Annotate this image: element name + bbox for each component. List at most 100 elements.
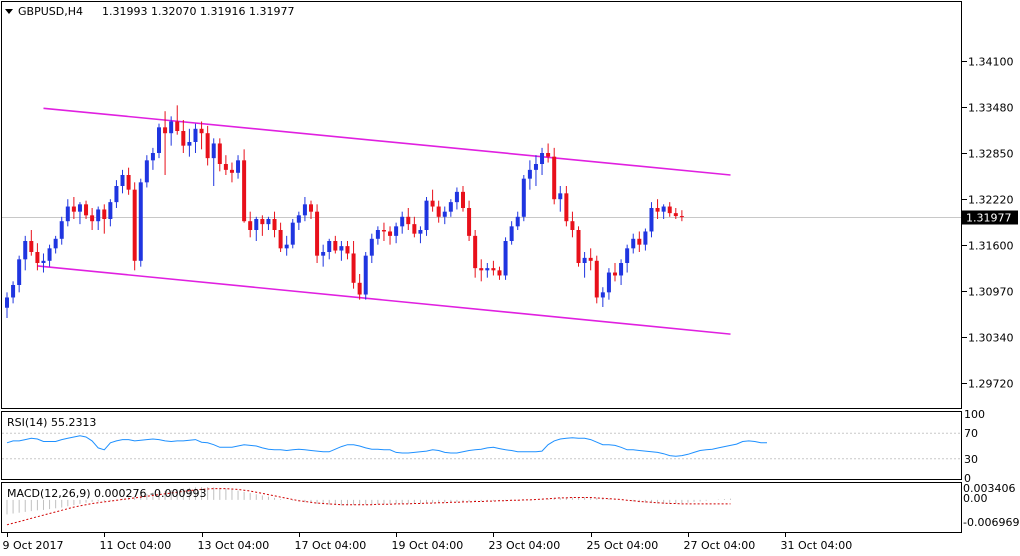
candle-body xyxy=(454,191,459,203)
candle-body xyxy=(169,121,174,134)
candle-body xyxy=(515,216,520,227)
candle xyxy=(552,147,557,205)
current-price-label: 1.31977 xyxy=(966,212,1012,225)
candle xyxy=(363,252,368,300)
rsi-tick-label: 0 xyxy=(964,472,971,485)
candle-body xyxy=(77,204,82,212)
candle xyxy=(339,241,344,261)
candle-body xyxy=(278,230,283,249)
candle xyxy=(193,123,198,153)
candle xyxy=(5,292,9,318)
time-tick-label: 9 Oct 2017 xyxy=(3,539,64,552)
candle xyxy=(515,211,520,230)
candle-body xyxy=(588,257,593,261)
candle-body xyxy=(521,178,526,217)
candle xyxy=(126,167,131,195)
ohlc-label: 1.31993 1.32070 1.31916 1.31977 xyxy=(102,5,294,18)
candle-body xyxy=(284,244,289,249)
price-tick-label: 1.29720 xyxy=(968,378,1014,391)
candle xyxy=(35,243,40,271)
time-tick-label: 23 Oct 04:00 xyxy=(489,539,561,552)
candle-body xyxy=(600,292,605,298)
candle xyxy=(485,263,490,278)
candle-body xyxy=(71,206,76,212)
symbol-label: GBPUSD,H4 xyxy=(18,5,83,18)
candle xyxy=(169,116,174,146)
main-panel-frame xyxy=(1,1,962,409)
candle xyxy=(59,216,64,245)
price-tick-label: 1.30340 xyxy=(968,332,1014,345)
candle-body xyxy=(381,230,386,232)
candle xyxy=(442,206,447,225)
candle xyxy=(679,210,684,222)
candle-body xyxy=(41,260,46,263)
candle-body xyxy=(236,160,241,173)
candle xyxy=(90,208,95,230)
candle-body xyxy=(321,252,326,256)
price-tick-label: 1.30970 xyxy=(968,286,1014,299)
macd-label: MACD(12,26,9) 0.000276 -0.000993 xyxy=(7,487,206,500)
candle-body xyxy=(394,226,399,236)
candle xyxy=(157,123,161,159)
candle-body xyxy=(309,204,313,212)
candle-body xyxy=(272,219,277,230)
candle-body xyxy=(351,253,356,283)
candle-body xyxy=(558,193,563,200)
candle xyxy=(594,255,599,304)
candle-body xyxy=(29,241,34,252)
candle xyxy=(509,221,514,245)
candle xyxy=(315,204,320,263)
candle xyxy=(448,199,453,217)
candle xyxy=(41,253,46,273)
candle-body xyxy=(114,186,119,203)
candle xyxy=(673,208,678,219)
candle xyxy=(150,147,155,170)
price-tick-label: 1.32850 xyxy=(968,148,1014,161)
candle xyxy=(357,274,362,300)
candle-body xyxy=(59,221,64,239)
candle-body xyxy=(673,213,678,217)
candle-body xyxy=(65,206,70,222)
candle-body xyxy=(193,128,198,142)
candle-body xyxy=(199,128,204,134)
rsi-tick-label: 30 xyxy=(964,453,978,466)
candle-body xyxy=(90,215,95,222)
candle xyxy=(199,121,204,150)
candle xyxy=(521,175,526,222)
candle-body xyxy=(497,270,502,276)
candle-body xyxy=(175,121,180,131)
candle-body xyxy=(606,272,611,293)
candle xyxy=(631,233,636,254)
candle xyxy=(217,138,222,172)
time-tick-label: 27 Oct 04:00 xyxy=(684,539,756,552)
candle xyxy=(65,199,70,227)
price-tick-label: 1.34100 xyxy=(968,56,1014,69)
candle xyxy=(17,255,22,293)
candle xyxy=(491,260,496,276)
price-axis: 1.34100 1.33480 1.32850 1.32220 1.31600 1.309… xyxy=(962,56,1014,391)
candle xyxy=(564,186,569,227)
candle xyxy=(436,200,441,223)
symbol-menu-arrow-icon[interactable] xyxy=(5,9,13,14)
candle-body xyxy=(35,252,40,263)
candle xyxy=(467,200,472,241)
candle-body xyxy=(491,268,496,271)
candle xyxy=(454,187,459,210)
candle xyxy=(527,160,532,190)
candle-body xyxy=(217,143,222,164)
candle-body xyxy=(631,238,636,249)
candle xyxy=(248,211,253,238)
candle xyxy=(321,244,326,267)
candle xyxy=(138,178,143,267)
candle-body xyxy=(552,156,557,200)
candle-body xyxy=(290,222,295,245)
candle xyxy=(102,204,107,234)
channel-line-upper xyxy=(43,107,731,176)
trend-channel xyxy=(37,107,731,335)
candle-body xyxy=(594,260,599,298)
candle xyxy=(613,263,617,282)
candle xyxy=(637,231,642,252)
rsi-panel-frame xyxy=(1,411,962,480)
